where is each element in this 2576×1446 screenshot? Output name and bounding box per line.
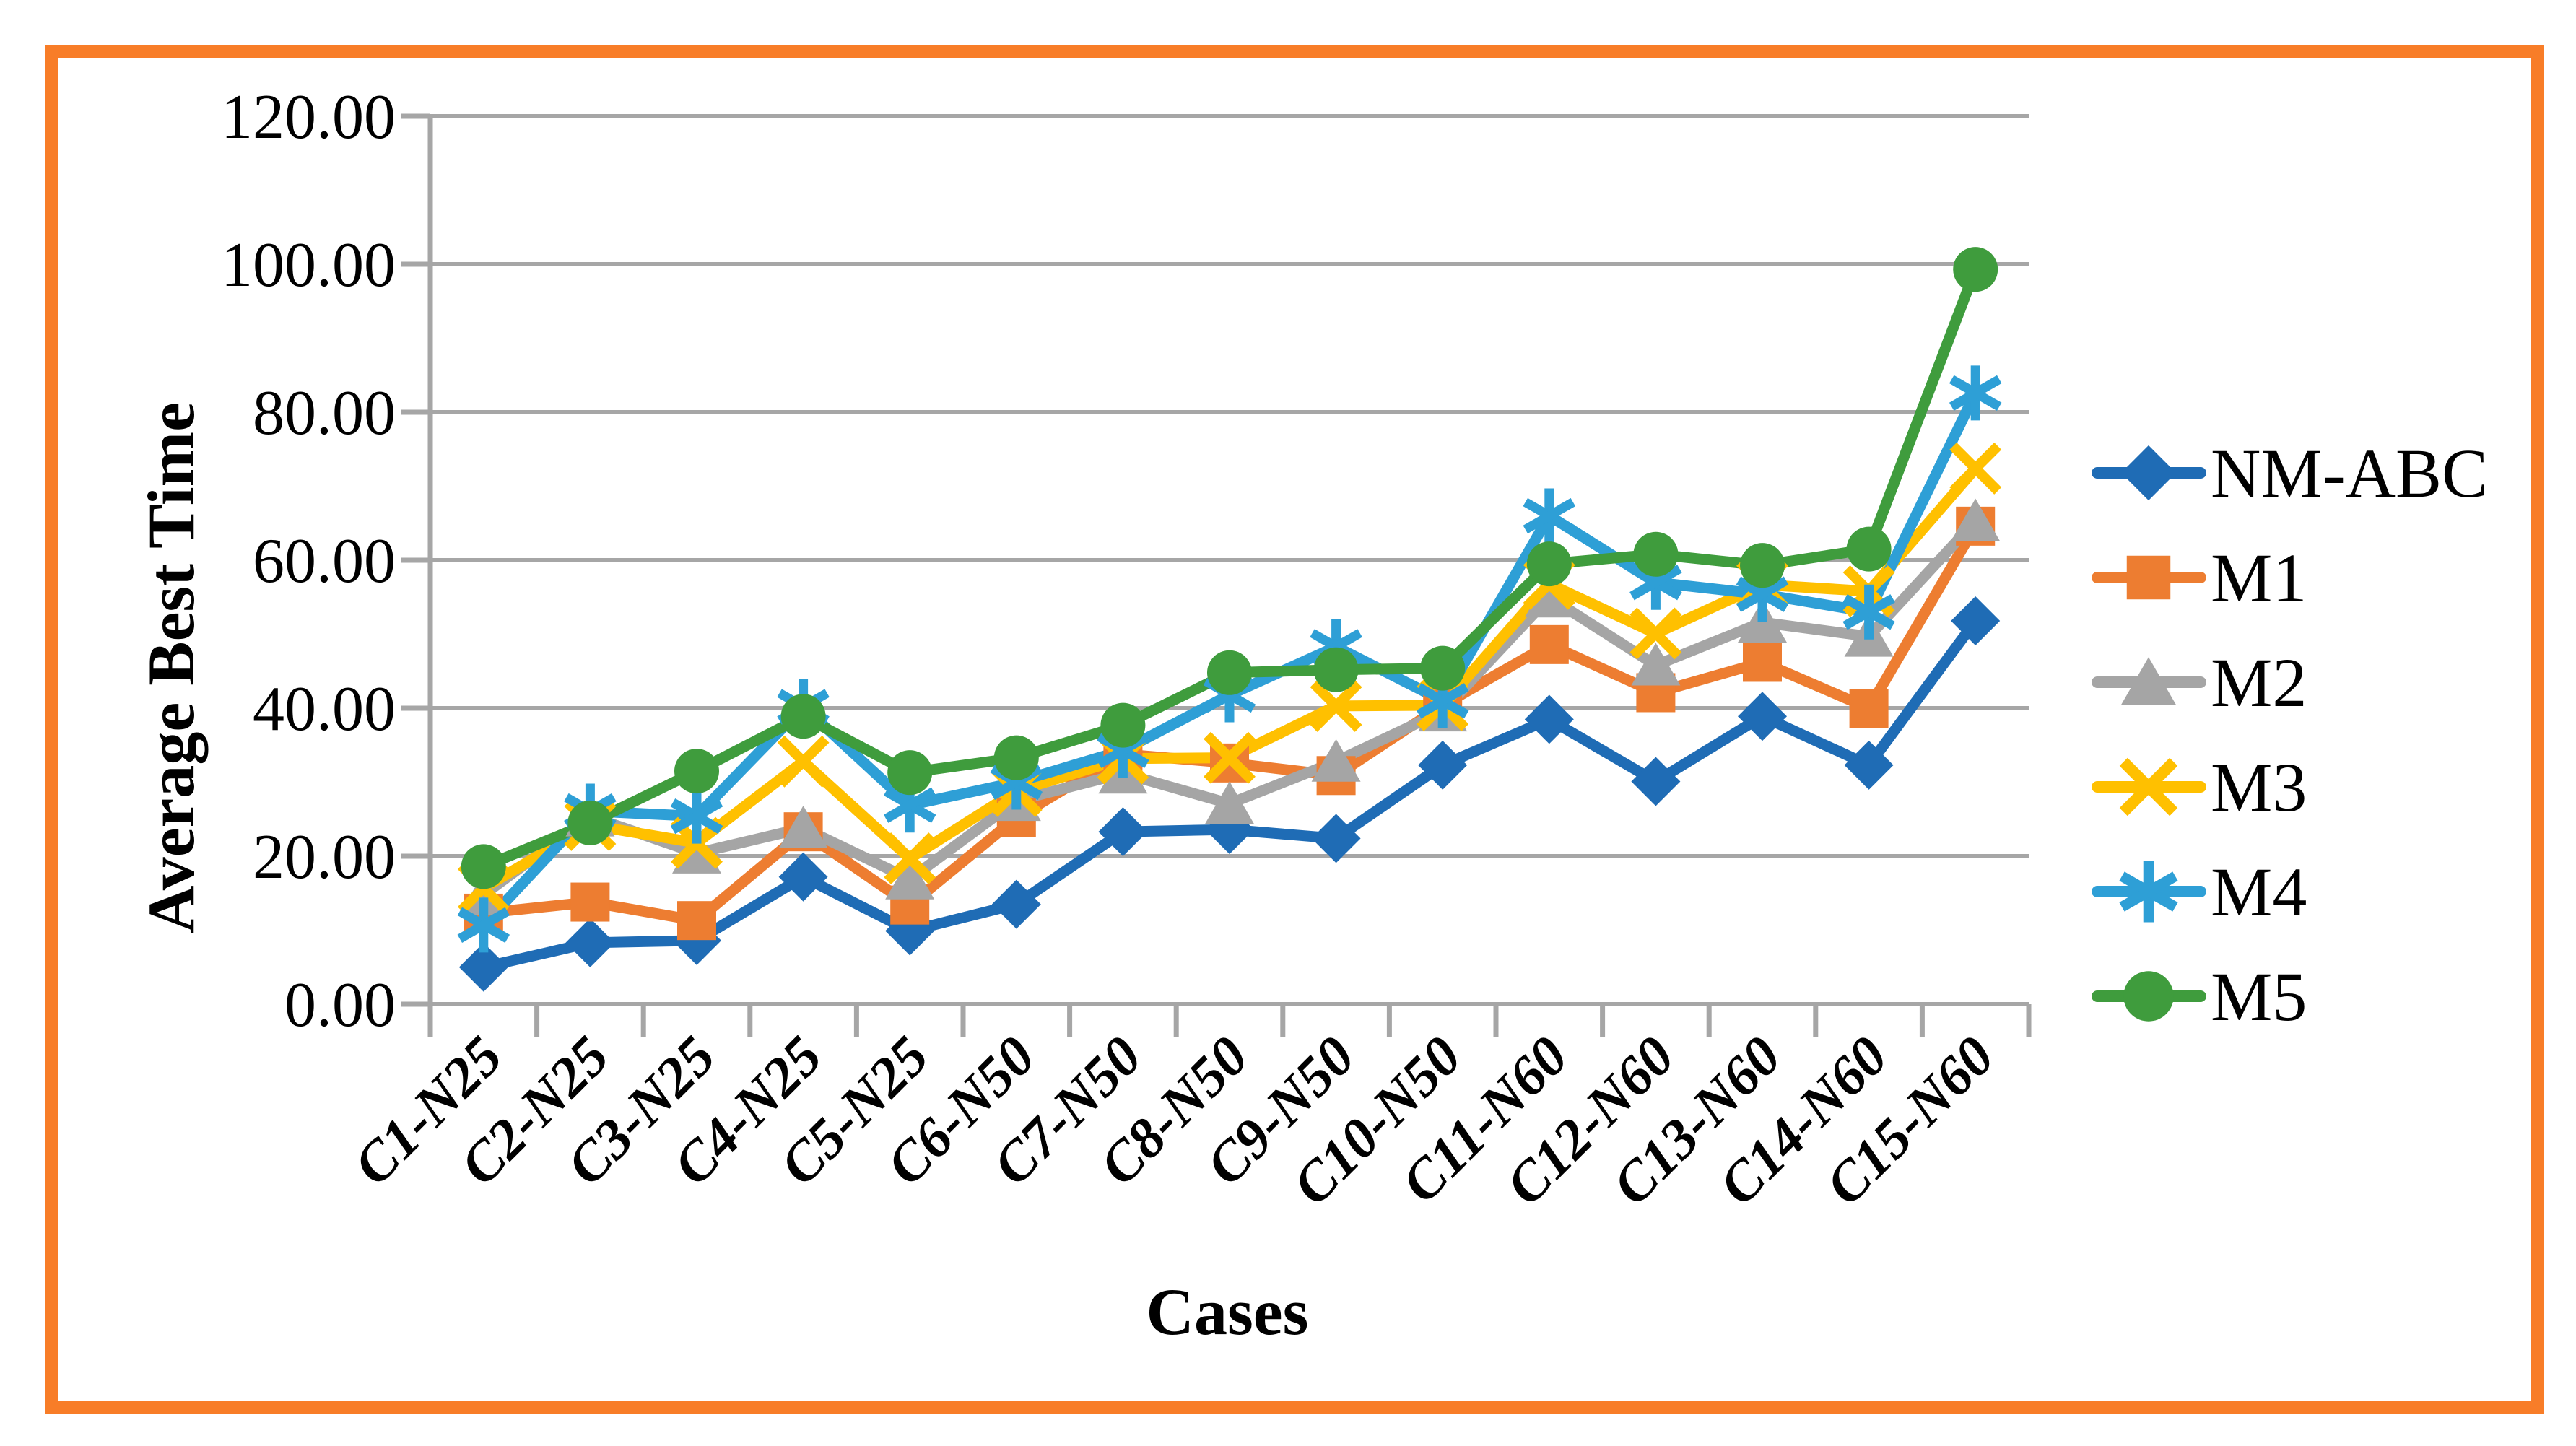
- legend-item-M5: M5: [2092, 958, 2307, 1035]
- data-point-marker-x: [1310, 679, 1362, 732]
- data-point-marker-x: [1629, 607, 1682, 660]
- y-tick-label: 120.00: [221, 82, 396, 152]
- legend-label: M3: [2211, 749, 2307, 826]
- data-point-marker-circle: [1740, 543, 1785, 588]
- y-axis-title: Average Best Time: [134, 402, 208, 933]
- data-point-marker-circle: [993, 735, 1039, 780]
- data-point-marker-x: [884, 832, 936, 885]
- data-point-marker-square: [1743, 643, 1782, 682]
- data-point-marker-triangle: [672, 830, 721, 874]
- axis-layer: [401, 113, 2032, 1037]
- data-point-marker-x: [1204, 731, 1256, 784]
- data-point-marker-diamond: [1524, 694, 1574, 744]
- data-point-marker-triangle: [1524, 575, 1574, 618]
- data-point-marker-circle: [1953, 247, 1998, 292]
- y-tick-label: 20.00: [253, 822, 396, 892]
- y-tick-label: 0.00: [284, 970, 396, 1040]
- data-point-marker-circle: [1846, 526, 1892, 572]
- data-point-marker-x: [2119, 757, 2178, 816]
- data-point-marker-circle: [567, 800, 613, 845]
- legend-label: M2: [2211, 644, 2307, 721]
- data-point-marker-triangle: [778, 806, 828, 849]
- legend-label: M1: [2211, 539, 2307, 617]
- data-point-marker-square: [1529, 624, 1569, 664]
- data-point-marker-x: [777, 735, 830, 788]
- data-point-marker-diamond: [1738, 692, 1787, 741]
- legend-item-NM-ABC: NM-ABC: [2092, 435, 2488, 512]
- legend-item-M1: M1: [2092, 539, 2307, 617]
- y-tick-label: 80.00: [253, 378, 396, 448]
- legend: NM-ABC M1 M2 M3 M4 M5: [2092, 435, 2488, 1035]
- data-point-marker-triangle: [1311, 739, 1361, 782]
- data-point-marker-asterisk: [670, 788, 723, 844]
- data-point-marker-diamond: [565, 918, 615, 967]
- legend-item-M2: M2: [2092, 644, 2307, 721]
- data-point-marker-circle: [1100, 702, 1146, 748]
- data-point-marker-triangle: [1631, 643, 1681, 686]
- data-point-marker-asterisk: [457, 897, 510, 953]
- data-point-marker-square: [2126, 555, 2171, 600]
- legend-item-M4: M4: [2092, 853, 2307, 931]
- data-point-marker-circle: [1207, 650, 1252, 695]
- data-point-marker-diamond: [1631, 757, 1681, 806]
- data-point-marker-triangle: [1205, 781, 1254, 824]
- data-point-marker-circle: [1420, 645, 1466, 691]
- legend-label: M4: [2211, 853, 2307, 931]
- data-point-marker-circle: [461, 844, 506, 889]
- data-point-marker-asterisk: [1842, 584, 1895, 640]
- data-point-marker-circle: [2123, 971, 2174, 1022]
- data-point-marker-triangle: [2120, 657, 2177, 705]
- data-point-marker-diamond: [1951, 596, 2001, 646]
- data-point-marker-diamond: [1844, 740, 1894, 790]
- data-point-marker-circle: [1526, 541, 1572, 587]
- data-point-marker-triangle: [885, 856, 935, 900]
- y-tick-label: 100.00: [221, 230, 396, 300]
- legend-label: M5: [2211, 958, 2307, 1035]
- data-point-marker-circle: [674, 749, 719, 794]
- data-point-marker-circle: [887, 750, 933, 796]
- data-point-marker-asterisk: [1949, 365, 2002, 421]
- data-point-marker-square: [1849, 689, 1889, 728]
- y-tick-label: 60.00: [253, 526, 396, 596]
- data-point-marker-asterisk: [1523, 488, 1576, 544]
- data-point-marker-asterisk: [2119, 861, 2178, 923]
- data-point-marker-diamond: [458, 942, 508, 992]
- data-point-marker-diamond: [1418, 740, 1468, 790]
- data-point-marker-circle: [780, 694, 826, 739]
- label-layer: 120.00100.0080.0060.0040.0020.000.00C1-N…: [221, 82, 2006, 1216]
- data-point-marker-diamond: [991, 879, 1041, 929]
- data-point-marker-diamond: [1311, 814, 1361, 863]
- data-point-marker-diamond: [1098, 807, 1148, 857]
- data-point-marker-diamond: [778, 852, 828, 902]
- data-point-marker-square: [677, 901, 716, 941]
- data-point-marker-circle: [1633, 531, 1679, 577]
- data-point-marker-x: [1949, 442, 2002, 495]
- data-point-marker-circle: [1313, 647, 1359, 692]
- data-point-marker-triangle: [1951, 498, 2001, 541]
- data-point-marker-diamond: [2120, 445, 2177, 501]
- legend-item-M3: M3: [2092, 749, 2307, 826]
- x-axis-title: Cases: [1146, 1275, 1309, 1349]
- data-point-marker-square: [570, 882, 610, 922]
- legend-label: NM-ABC: [2211, 435, 2488, 512]
- series-layer: [457, 247, 2002, 992]
- y-tick-label: 40.00: [253, 674, 396, 744]
